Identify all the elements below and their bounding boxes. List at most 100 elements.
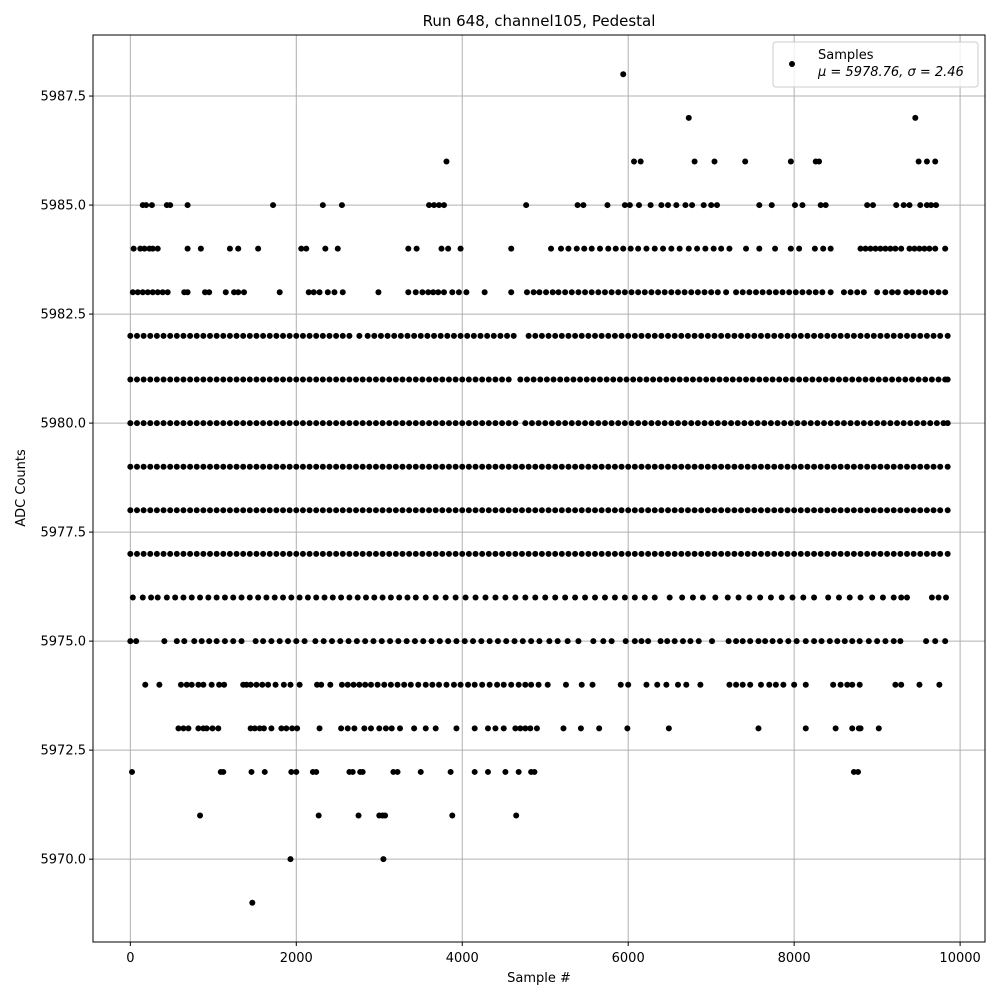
legend-marker — [789, 61, 795, 67]
data-point — [857, 550, 864, 557]
data-point — [830, 681, 837, 688]
data-point — [386, 550, 393, 557]
data-point — [578, 507, 585, 514]
data-point — [820, 245, 827, 252]
data-point — [313, 507, 320, 514]
data-point — [917, 507, 924, 514]
data-point — [895, 376, 902, 383]
data-point — [588, 420, 595, 427]
data-point — [167, 202, 174, 209]
data-point — [387, 594, 394, 601]
data-point — [147, 507, 154, 514]
data-point — [674, 289, 681, 296]
data-point — [555, 289, 562, 296]
data-point — [844, 507, 851, 514]
data-point — [930, 507, 937, 514]
data-point — [127, 376, 134, 383]
data-point — [691, 550, 698, 557]
data-point — [153, 507, 160, 514]
data-point — [202, 289, 209, 296]
data-point — [187, 376, 194, 383]
data-point — [937, 507, 944, 514]
data-point — [523, 202, 530, 209]
data-point — [771, 332, 778, 339]
data-point — [920, 420, 927, 427]
data-point — [713, 202, 720, 209]
data-point — [930, 550, 937, 557]
data-point — [620, 71, 627, 78]
data-point — [570, 376, 577, 383]
data-point — [326, 550, 333, 557]
data-point — [771, 463, 778, 470]
data-point — [691, 463, 698, 470]
data-point — [552, 550, 559, 557]
data-point — [273, 550, 280, 557]
data-point — [286, 376, 293, 383]
data-point — [353, 638, 360, 645]
data-point — [777, 463, 784, 470]
data-point — [724, 594, 731, 601]
data-point — [339, 332, 346, 339]
data-point — [380, 856, 387, 863]
data-point — [515, 768, 522, 775]
data-point — [747, 681, 754, 688]
data-point — [787, 158, 794, 165]
data-point — [799, 202, 806, 209]
data-point — [766, 289, 773, 296]
data-point — [246, 594, 253, 601]
data-point — [345, 638, 352, 645]
data-point — [538, 463, 545, 470]
data-point — [611, 507, 618, 514]
data-point — [801, 420, 808, 427]
data-point — [255, 245, 262, 252]
data-point — [784, 507, 791, 514]
data-point — [154, 594, 161, 601]
data-point — [578, 681, 585, 688]
data-point — [522, 594, 529, 601]
data-point — [824, 507, 831, 514]
data-point — [198, 638, 205, 645]
data-point — [515, 681, 522, 688]
data-point — [306, 332, 313, 339]
data-point — [276, 638, 283, 645]
data-point — [183, 681, 190, 688]
data-point — [911, 245, 918, 252]
data-point — [887, 245, 894, 252]
data-point — [167, 550, 174, 557]
data-point — [200, 507, 207, 514]
data-point — [411, 725, 418, 732]
data-point — [356, 332, 363, 339]
data-point — [618, 507, 625, 514]
data-point — [412, 420, 419, 427]
data-point — [782, 376, 789, 383]
data-point — [450, 332, 457, 339]
data-point — [512, 594, 519, 601]
data-point — [817, 463, 824, 470]
y-axis-label: ADC Counts — [14, 449, 29, 527]
data-point — [588, 289, 595, 296]
data-point — [299, 550, 306, 557]
data-point — [870, 507, 877, 514]
data-point — [326, 507, 333, 514]
data-point — [500, 681, 507, 688]
data-point — [608, 289, 615, 296]
data-point — [915, 376, 922, 383]
data-point — [874, 420, 881, 427]
data-point — [714, 420, 721, 427]
data-point — [338, 681, 345, 688]
data-point — [226, 332, 233, 339]
data-point — [575, 420, 582, 427]
data-point — [799, 289, 806, 296]
data-point — [819, 289, 826, 296]
data-point — [167, 463, 174, 470]
data-point — [379, 376, 386, 383]
data-point — [850, 332, 857, 339]
data-point — [835, 376, 842, 383]
data-point — [643, 245, 650, 252]
data-point — [897, 550, 904, 557]
data-point — [855, 768, 862, 775]
y-tick-label: 5982.5 — [41, 308, 87, 323]
data-point — [366, 376, 373, 383]
data-point — [622, 638, 629, 645]
